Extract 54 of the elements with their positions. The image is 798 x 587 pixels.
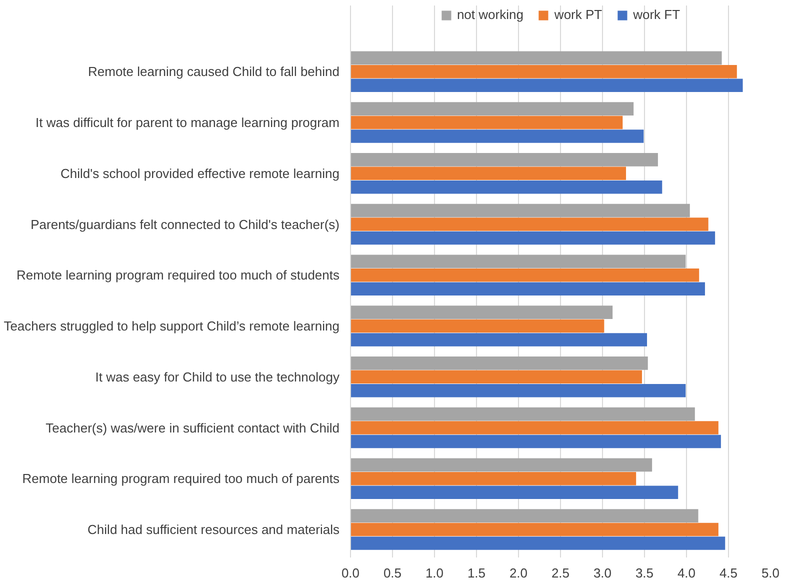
x-tick-label: 2.5	[551, 566, 570, 580]
bar	[350, 306, 613, 319]
legend-label: work FT	[633, 7, 680, 22]
x-tick-label: 3.5	[635, 566, 654, 580]
x-tick-label: 1.0	[425, 566, 444, 580]
y-tick-label: Child had sufficient resources and materials	[88, 522, 340, 538]
x-tick-label: 2.0	[509, 566, 528, 580]
bar	[350, 51, 722, 65]
legend-label: not working	[456, 7, 524, 22]
legend-label: work PT	[554, 7, 602, 22]
bar	[350, 254, 686, 268]
bar	[350, 522, 718, 536]
bar	[350, 64, 737, 78]
y-tick-label: Remote learning program required too much of parents	[22, 471, 340, 486]
bar	[350, 356, 648, 370]
y-tick-label: Teacher(s) was/were in sufficient contact with Child	[46, 420, 340, 436]
bar	[350, 268, 700, 282]
bar	[350, 458, 652, 472]
y-tick-label: Teachers struggled to help support Child’s remote learning	[4, 318, 340, 334]
x-tick-label: 4.0	[677, 566, 696, 580]
bar	[350, 180, 662, 194]
bar	[350, 116, 623, 130]
bar	[350, 78, 743, 92]
bar	[350, 218, 708, 231]
bar	[350, 166, 626, 180]
bar	[350, 486, 678, 500]
bar	[350, 384, 686, 398]
bar	[350, 421, 718, 434]
bar	[350, 407, 695, 421]
bar	[350, 434, 721, 448]
bar	[350, 152, 658, 166]
bar	[350, 509, 698, 522]
bar	[350, 130, 644, 143]
y-tick-label: Remote learning program required too much of students	[16, 268, 340, 283]
x-tick-label: 0.0	[341, 566, 360, 580]
y-tick-label: It was easy for Child to use the technology	[95, 369, 340, 384]
bar	[350, 333, 648, 346]
x-tick-label: 3.0	[593, 566, 612, 580]
x-tick-label: 0.5	[383, 566, 402, 580]
y-tick-label: It was difficult for parent to manage learning program	[36, 115, 340, 130]
y-tick-label: Parents/guardians felt connected to Child's teacher(s)	[30, 216, 340, 232]
bar	[350, 204, 690, 218]
x-tick-label: 1.5	[467, 566, 486, 580]
x-tick-label: 5.0	[761, 566, 780, 580]
bar	[350, 472, 636, 486]
bar	[350, 282, 705, 296]
y-tick-label: Child's school provided effective remote learning	[60, 166, 340, 181]
bar	[350, 319, 604, 333]
bar	[350, 536, 726, 550]
bar	[350, 231, 716, 245]
bar	[350, 102, 634, 116]
bar	[350, 370, 642, 384]
y-tick-label: Remote learning caused Child to fall behind	[88, 64, 340, 80]
x-tick-label: 4.5	[719, 566, 738, 580]
